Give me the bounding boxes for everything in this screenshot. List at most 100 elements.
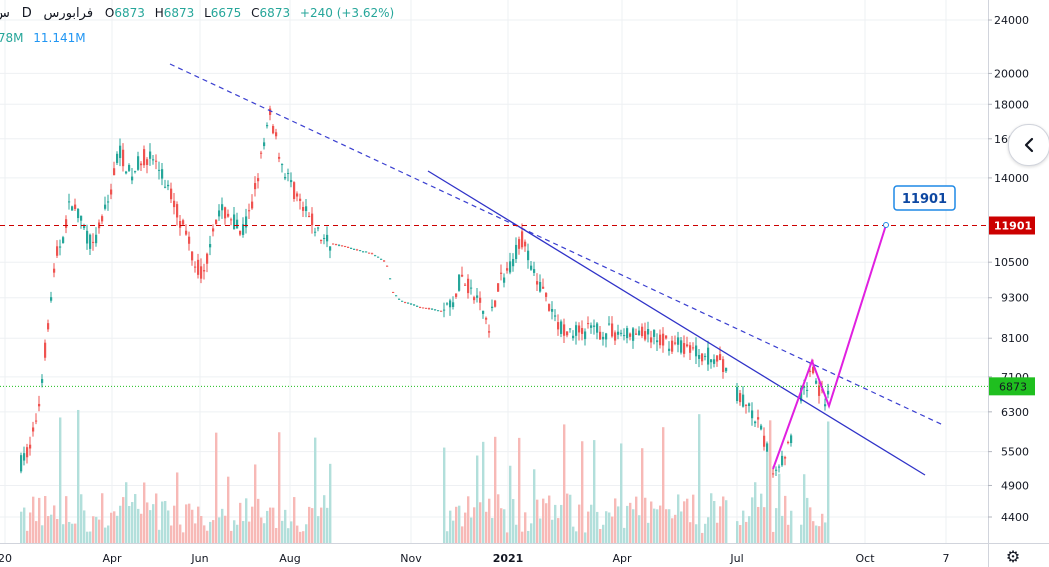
candle-body[interactable]	[221, 204, 224, 211]
candle-body[interactable]	[62, 237, 65, 244]
candle-body[interactable]	[533, 269, 536, 273]
candle-body[interactable]	[104, 204, 107, 209]
candle-body[interactable]	[602, 336, 605, 340]
candle-body[interactable]	[736, 387, 739, 402]
candle-body[interactable]	[479, 297, 482, 303]
candle-body[interactable]	[425, 307, 428, 309]
candle-body[interactable]	[772, 473, 775, 475]
candle-body[interactable]	[656, 340, 659, 343]
candle-body[interactable]	[350, 247, 353, 249]
candle-body[interactable]	[593, 325, 596, 327]
candle-body[interactable]	[671, 340, 674, 352]
candle-body[interactable]	[695, 345, 698, 357]
candle-body[interactable]	[20, 455, 23, 472]
candle-body[interactable]	[176, 204, 179, 218]
candle-body[interactable]	[308, 215, 311, 218]
candle-body[interactable]	[230, 219, 233, 221]
candle-body[interactable]	[572, 335, 575, 339]
candle-body[interactable]	[236, 219, 239, 229]
candle-body[interactable]	[317, 227, 320, 229]
candle-body[interactable]	[629, 333, 632, 337]
candle-body[interactable]	[410, 303, 413, 305]
candle-body[interactable]	[803, 386, 806, 388]
candle-body[interactable]	[131, 176, 134, 181]
candle-body[interactable]	[698, 354, 701, 359]
candle-body[interactable]	[521, 231, 524, 248]
candle-body[interactable]	[92, 241, 95, 243]
candle-body[interactable]	[416, 305, 419, 307]
candle-body[interactable]	[182, 220, 185, 225]
candle-body[interactable]	[650, 337, 653, 343]
legend-symbol[interactable]: فرابورس	[43, 6, 94, 21]
candle-body[interactable]	[563, 324, 566, 336]
candle-body[interactable]	[173, 200, 176, 208]
candle-body[interactable]	[320, 240, 323, 242]
candle-body[interactable]	[641, 326, 644, 337]
candle-body[interactable]	[578, 325, 581, 333]
candle-body[interactable]	[790, 435, 793, 444]
candle-body[interactable]	[512, 258, 515, 267]
candle-body[interactable]	[689, 345, 692, 353]
candle-body[interactable]	[719, 354, 722, 360]
candle-body[interactable]	[800, 387, 803, 402]
candle-body[interactable]	[428, 308, 431, 310]
candle-body[interactable]	[209, 244, 212, 248]
candle-body[interactable]	[674, 342, 677, 344]
candle-body[interactable]	[299, 198, 302, 201]
candle-body[interactable]	[113, 168, 116, 176]
candle-body[interactable]	[434, 309, 437, 311]
candle-body[interactable]	[272, 125, 275, 134]
candle-body[interactable]	[74, 204, 77, 209]
candle-body[interactable]	[41, 379, 44, 383]
candle-body[interactable]	[23, 453, 26, 461]
candle-body[interactable]	[248, 210, 251, 212]
candle-body[interactable]	[809, 370, 812, 372]
candle-body[interactable]	[179, 220, 182, 228]
candle-body[interactable]	[827, 390, 830, 395]
candle-body[interactable]	[314, 231, 317, 233]
candle-body[interactable]	[638, 330, 641, 336]
candle-body[interactable]	[620, 332, 623, 334]
candle-body[interactable]	[452, 302, 455, 307]
candle-body[interactable]	[203, 270, 206, 272]
solid-trendline[interactable]	[427, 170, 926, 476]
candle-body[interactable]	[509, 261, 512, 273]
candle-body[interactable]	[680, 340, 683, 353]
candle-body[interactable]	[500, 272, 503, 274]
candle-body[interactable]	[377, 256, 380, 258]
candle-body[interactable]	[269, 108, 272, 115]
candle-body[interactable]	[68, 201, 71, 203]
candle-body[interactable]	[242, 224, 245, 235]
candle-body[interactable]	[266, 125, 269, 127]
candle-body[interactable]	[56, 246, 59, 256]
candle-body[interactable]	[677, 337, 680, 345]
candle-body[interactable]	[665, 335, 668, 339]
candle-body[interactable]	[632, 328, 635, 341]
candle-body[interactable]	[170, 188, 173, 200]
candle-body[interactable]	[212, 228, 215, 232]
candle-body[interactable]	[710, 359, 713, 363]
candle-body[interactable]	[431, 308, 434, 310]
candle-body[interactable]	[38, 403, 41, 407]
candle-body[interactable]	[101, 216, 104, 222]
candle-body[interactable]	[44, 342, 47, 358]
candle-body[interactable]	[77, 208, 80, 219]
candle-body[interactable]	[200, 266, 203, 279]
candle-body[interactable]	[167, 184, 170, 187]
candle-body[interactable]	[449, 300, 452, 308]
candle-body[interactable]	[608, 323, 611, 325]
candle-body[interactable]	[614, 332, 617, 341]
candle-body[interactable]	[470, 287, 473, 289]
candle-body[interactable]	[569, 328, 572, 330]
candle-body[interactable]	[596, 323, 599, 333]
candle-body[interactable]	[707, 347, 710, 365]
candle-body[interactable]	[536, 281, 539, 285]
candle-body[interactable]	[539, 281, 542, 292]
candle-body[interactable]	[605, 333, 608, 340]
candle-body[interactable]	[380, 258, 383, 260]
candle-body[interactable]	[395, 295, 398, 297]
candle-body[interactable]	[224, 207, 227, 219]
candle-body[interactable]	[647, 328, 650, 335]
candle-body[interactable]	[745, 404, 748, 406]
